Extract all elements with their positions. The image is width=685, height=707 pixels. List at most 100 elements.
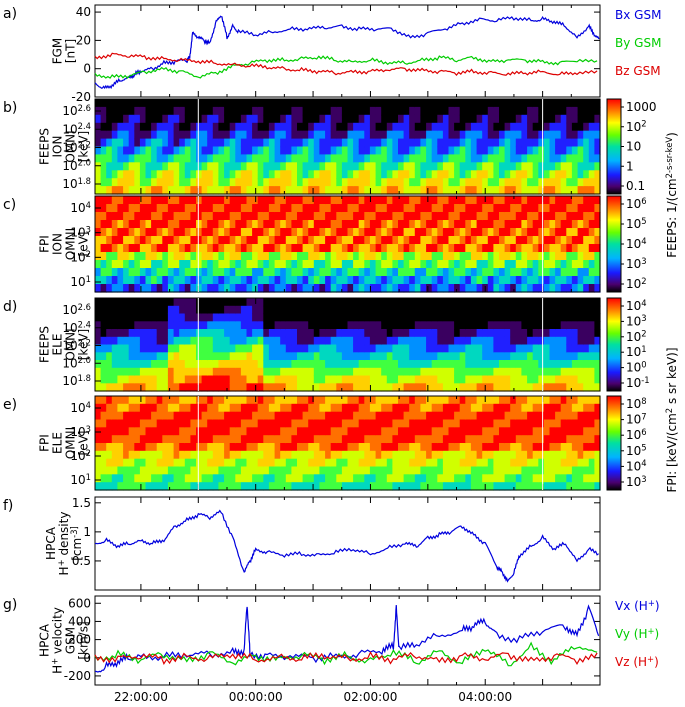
heatmap-cell xyxy=(173,321,180,330)
panel-label: e) xyxy=(3,397,17,413)
heatmap-cell xyxy=(560,162,567,171)
heatmap-cell xyxy=(499,336,506,346)
heatmap-cell xyxy=(358,122,365,132)
heatmap-cell xyxy=(543,162,551,171)
heatmap-cell xyxy=(431,236,438,245)
heatmap-cell xyxy=(386,482,393,491)
heatmap-cell xyxy=(134,321,141,330)
heatmap-cell xyxy=(268,146,276,155)
heatmap-cell xyxy=(184,236,191,245)
heatmap-cell xyxy=(268,352,276,361)
heatmap-cell xyxy=(499,244,506,253)
heatmap-cell xyxy=(538,344,545,353)
heatmap-cell xyxy=(448,212,455,221)
heatmap-cell xyxy=(420,154,427,163)
heatmap-cell xyxy=(325,130,332,140)
heatmap-cell xyxy=(358,170,365,179)
series-line-bz-gsm xyxy=(94,52,598,77)
heatmap-cell xyxy=(588,321,595,330)
heatmap-cell xyxy=(504,170,511,179)
heatmap-cell xyxy=(543,130,551,140)
heatmap-cell xyxy=(353,178,360,187)
heatmap-cell xyxy=(437,321,444,330)
heatmap-cell xyxy=(313,375,320,384)
heatmap-cell xyxy=(319,99,326,108)
heatmap-cell xyxy=(252,435,259,444)
heatmap-cell xyxy=(448,204,455,213)
heatmap-cell xyxy=(151,396,158,405)
heatmap-cell xyxy=(128,146,135,155)
panel-label: c) xyxy=(3,197,16,213)
heatmap-cell xyxy=(364,336,371,346)
heatmap-cell xyxy=(392,244,399,253)
heatmap-cell xyxy=(588,298,595,307)
heatmap-cell xyxy=(319,427,326,436)
heatmap-cell xyxy=(291,268,298,277)
heatmap-cell xyxy=(543,114,551,124)
heatmap-cell xyxy=(543,122,551,132)
heatmap-cell xyxy=(437,146,444,155)
heatmap-cell xyxy=(240,284,248,293)
heatmap-cell xyxy=(139,178,147,187)
heatmap-cell xyxy=(330,443,337,452)
heatmap-cell xyxy=(459,130,466,140)
heatmap-cell xyxy=(302,268,309,277)
heatmap-cell xyxy=(100,344,107,353)
heatmap-cell xyxy=(403,329,410,338)
heatmap-cell xyxy=(426,411,433,421)
heatmap-cell xyxy=(145,178,152,187)
heatmap-cell xyxy=(252,352,259,361)
heatmap-cell xyxy=(510,329,517,338)
heatmap-cell xyxy=(409,146,416,155)
heatmap-cell xyxy=(139,138,147,148)
heatmap-cell xyxy=(588,212,595,221)
heatmap-cell xyxy=(252,443,259,452)
heatmap-cell xyxy=(398,313,405,322)
heatmap-cell xyxy=(145,220,152,229)
heatmap-cell xyxy=(560,383,567,392)
heatmap-cell xyxy=(358,321,365,330)
heatmap-cell xyxy=(134,212,141,221)
heatmap-cell xyxy=(414,383,421,392)
heatmap-cell xyxy=(392,170,399,179)
y-axis-label-line-1: ELE xyxy=(51,334,65,356)
heatmap-cell xyxy=(510,375,517,384)
heatmap-cell xyxy=(448,450,455,460)
heatmap-cell xyxy=(499,170,506,179)
heatmap-cell xyxy=(341,122,349,132)
heatmap-cell xyxy=(134,383,141,392)
heatmap-cell xyxy=(375,114,382,124)
heatmap-cell xyxy=(100,106,107,116)
heatmap-cell xyxy=(571,482,579,491)
heatmap-cell xyxy=(330,99,337,108)
heatmap-cell xyxy=(521,458,528,468)
heatmap-cell xyxy=(588,162,595,171)
heatmap-cell xyxy=(381,367,388,377)
heatmap-cell xyxy=(162,276,169,285)
heatmap-cell xyxy=(398,236,405,245)
heatmap-cell xyxy=(134,186,141,195)
heatmap-cell xyxy=(583,396,590,405)
heatmap-cell xyxy=(240,178,248,187)
heatmap-cell xyxy=(341,360,349,369)
heatmap-cell xyxy=(499,196,506,205)
heatmap-cell xyxy=(151,427,158,436)
heatmap-cell xyxy=(470,220,478,229)
heatmap-cell xyxy=(403,130,410,140)
heatmap-cell xyxy=(381,298,388,307)
heatmap-cell xyxy=(240,403,248,413)
heatmap-cell xyxy=(369,336,377,346)
heatmap-cell xyxy=(448,435,455,444)
heatmap-cell xyxy=(336,220,343,229)
heatmap-cell xyxy=(291,236,298,245)
heatmap-cell xyxy=(414,260,421,269)
heatmap-cell xyxy=(392,375,399,384)
heatmap-cell xyxy=(442,146,450,155)
heatmap-cell xyxy=(302,403,309,413)
y-tick-label: 0 xyxy=(83,62,91,76)
heatmap-cell xyxy=(207,228,214,237)
heatmap-cell xyxy=(487,170,494,179)
heatmap-cell xyxy=(560,212,567,221)
heatmap-cell xyxy=(403,146,410,155)
heatmap-cell xyxy=(139,99,147,108)
